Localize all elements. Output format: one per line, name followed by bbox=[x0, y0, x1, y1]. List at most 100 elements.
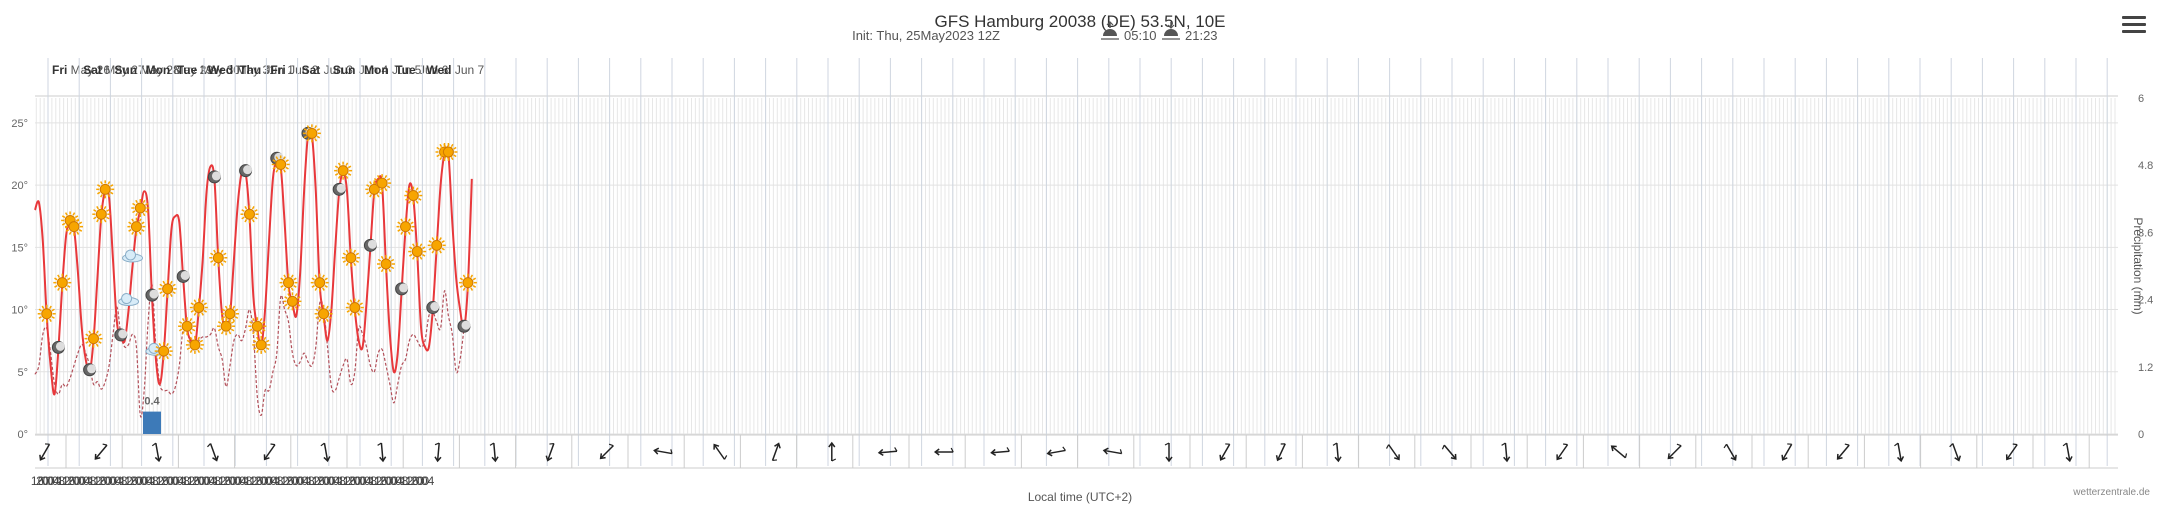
day-label: Sun Jun 4 bbox=[333, 63, 389, 77]
day-label: Mon May 29 bbox=[146, 63, 214, 77]
sun-icon bbox=[217, 317, 236, 336]
hour-label: 04 bbox=[327, 474, 341, 488]
wind-arrow-icon bbox=[320, 442, 331, 463]
hour-label: 20 bbox=[286, 474, 300, 488]
hour-label: 08 bbox=[364, 474, 378, 488]
chart-title: GFS Hamburg 20038 (DE) 53.5N, 10E bbox=[934, 12, 1225, 31]
hour-label: 16 bbox=[93, 474, 107, 488]
y-tick-left: 10° bbox=[11, 305, 28, 317]
hour-label: 04 bbox=[359, 474, 373, 488]
hour-label: 00 bbox=[322, 474, 336, 488]
moon-icon bbox=[426, 301, 440, 315]
wind-arrow-icon bbox=[39, 443, 51, 461]
hour-label: 04 bbox=[296, 474, 310, 488]
hour-label: 00 bbox=[197, 474, 211, 488]
x-axis-title: Local time (UTC+2) bbox=[1028, 490, 1132, 504]
hour-label: 16 bbox=[62, 474, 76, 488]
hour-label: 12 bbox=[182, 474, 196, 488]
hour-label: 12 bbox=[307, 474, 321, 488]
wind-arrow-icon bbox=[1219, 443, 1231, 461]
day-label: Sat May 27 bbox=[83, 63, 145, 77]
hour-label: 00 bbox=[135, 474, 149, 488]
sun-icon bbox=[314, 304, 333, 323]
weather-icons bbox=[37, 124, 477, 377]
hour-label: 20 bbox=[348, 474, 362, 488]
wind-arrow-icon bbox=[599, 443, 614, 460]
hour-label: 20 bbox=[130, 474, 144, 488]
hour-label: 04 bbox=[171, 474, 185, 488]
sun-icon bbox=[373, 174, 392, 193]
y-tick-left: 25° bbox=[11, 118, 28, 130]
hour-label: 00 bbox=[73, 474, 87, 488]
day-label: Sun May 28 bbox=[114, 63, 180, 77]
wind-arrow-icon bbox=[1556, 443, 1569, 461]
hour-label: 16 bbox=[156, 474, 170, 488]
hour-label: 12 bbox=[244, 474, 258, 488]
plot-area bbox=[35, 98, 2118, 434]
hour-label: 08 bbox=[301, 474, 315, 488]
wind-arrow-icon bbox=[828, 441, 837, 462]
wind-arrow-icon bbox=[151, 442, 162, 463]
hour-label: 20 bbox=[36, 474, 50, 488]
hour-label: 12 bbox=[119, 474, 133, 488]
cloud-icon bbox=[122, 249, 143, 263]
hour-label: 04 bbox=[109, 474, 123, 488]
hour-label: 16 bbox=[343, 474, 357, 488]
day-label: Tue Jun 6 bbox=[395, 63, 448, 77]
sun-icon bbox=[189, 298, 208, 317]
wind-arrow-icon bbox=[1949, 443, 1962, 462]
cloud-icon bbox=[118, 293, 140, 307]
wind-arrow-icon bbox=[1610, 445, 1628, 459]
wind-arrow-icon bbox=[377, 442, 387, 463]
y-tick-right: 3.6 bbox=[2138, 227, 2153, 239]
sun-icon bbox=[221, 304, 239, 323]
y-axis-right-title: Precipitation (mm) bbox=[2131, 217, 2145, 314]
day-label: Mon Jun 5 bbox=[364, 63, 422, 77]
hour-label: 08 bbox=[395, 474, 409, 488]
sun-icon bbox=[131, 199, 150, 217]
moon-icon bbox=[332, 182, 346, 196]
sun-icon bbox=[252, 335, 271, 354]
hour-label: 16 bbox=[405, 474, 419, 488]
y-tick-left: 5° bbox=[17, 367, 28, 379]
hour-label: 04 bbox=[265, 474, 279, 488]
hour-label: 00 bbox=[385, 474, 399, 488]
credits[interactable]: wetterzentrale.de bbox=[2072, 487, 2150, 498]
hour-label: 08 bbox=[145, 474, 159, 488]
moon-icon bbox=[51, 340, 65, 354]
sun-icon bbox=[458, 273, 477, 292]
wind-arrow-icon bbox=[1385, 444, 1400, 461]
y-tick-right: 1.2 bbox=[2138, 362, 2153, 374]
hour-label: 04 bbox=[203, 474, 217, 488]
precipitation-bars: 0.4 bbox=[143, 396, 161, 434]
hour-label: 20 bbox=[99, 474, 113, 488]
day-label: Wed Jun 7 bbox=[426, 63, 484, 77]
wind-arrow-icon bbox=[1667, 443, 1682, 460]
sun-icon bbox=[209, 248, 228, 267]
day-label: Fri May 26 bbox=[52, 63, 110, 77]
y-tick-right: 4.8 bbox=[2138, 160, 2153, 172]
hour-label: 00 bbox=[260, 474, 274, 488]
hour-label: 00 bbox=[353, 474, 367, 488]
wind-arrow-icon bbox=[1723, 443, 1737, 461]
grid-lines bbox=[35, 58, 2118, 466]
hour-label: 16 bbox=[249, 474, 263, 488]
sun-icon bbox=[271, 155, 290, 174]
wind-arrow-icon bbox=[1046, 446, 1066, 457]
moon-icon bbox=[145, 288, 159, 302]
wind-arrow-icon bbox=[1836, 443, 1850, 460]
hour-label: 20 bbox=[255, 474, 269, 488]
menu-button[interactable] bbox=[2122, 16, 2146, 36]
dewpoint-line bbox=[34, 283, 465, 418]
hour-label: 20 bbox=[223, 474, 237, 488]
y-axis-right: 0 1.2 2.4 3.6 4.8 6 bbox=[2138, 93, 2153, 441]
y-tick-left: 15° bbox=[11, 242, 28, 254]
wind-arrows bbox=[35, 434, 2118, 469]
sun-icon bbox=[427, 236, 446, 255]
y-axis-left: 0° 5° 10° 15° 20° 25° bbox=[11, 118, 28, 441]
sun-icon bbox=[240, 205, 259, 224]
sun-icon bbox=[158, 279, 177, 298]
hour-label: 08 bbox=[83, 474, 97, 488]
